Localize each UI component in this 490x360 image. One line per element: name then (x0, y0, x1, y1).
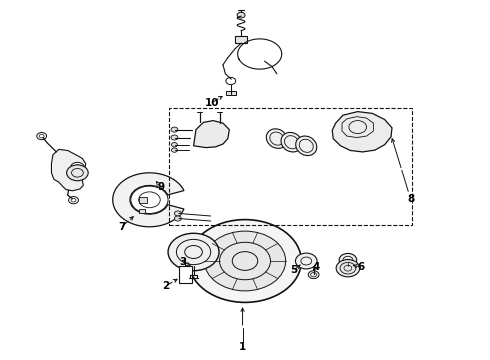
Circle shape (336, 260, 360, 277)
Text: 3: 3 (179, 257, 186, 267)
Polygon shape (113, 173, 184, 227)
Circle shape (204, 231, 286, 291)
Ellipse shape (267, 129, 287, 148)
Circle shape (174, 216, 181, 221)
Polygon shape (332, 112, 392, 152)
Bar (226, 91, 236, 95)
Polygon shape (51, 149, 86, 191)
Text: 10: 10 (205, 98, 220, 108)
Circle shape (237, 12, 245, 18)
Circle shape (189, 220, 301, 302)
Circle shape (71, 162, 84, 172)
Circle shape (226, 77, 236, 85)
Bar (139, 197, 147, 203)
Bar (235, 36, 247, 43)
Circle shape (37, 132, 47, 140)
Circle shape (339, 253, 357, 266)
Circle shape (131, 186, 168, 213)
Circle shape (168, 233, 219, 271)
Circle shape (171, 127, 178, 132)
Polygon shape (194, 121, 229, 148)
Text: 7: 7 (118, 222, 125, 232)
Circle shape (295, 253, 317, 269)
Bar (169, 108, 412, 225)
Bar (139, 209, 145, 213)
Bar (179, 266, 192, 283)
Circle shape (174, 211, 181, 216)
Ellipse shape (296, 136, 317, 156)
Circle shape (67, 165, 88, 181)
Text: 6: 6 (358, 262, 365, 272)
Text: 4: 4 (312, 262, 320, 272)
Text: 9: 9 (157, 182, 164, 192)
Circle shape (172, 148, 177, 152)
Text: 5: 5 (291, 265, 297, 275)
Circle shape (171, 135, 178, 140)
Text: 8: 8 (407, 194, 414, 204)
Ellipse shape (281, 132, 302, 152)
Circle shape (69, 197, 78, 204)
Text: 2: 2 (162, 281, 169, 291)
Circle shape (308, 271, 319, 279)
Text: 1: 1 (239, 342, 246, 352)
Circle shape (172, 143, 177, 147)
